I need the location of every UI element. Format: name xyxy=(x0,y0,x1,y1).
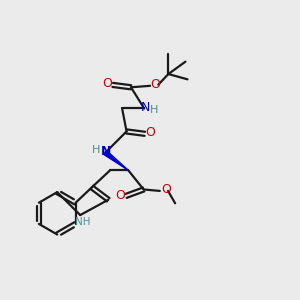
Text: N: N xyxy=(101,145,111,158)
Polygon shape xyxy=(104,151,128,170)
Text: O: O xyxy=(103,77,112,90)
Text: H: H xyxy=(92,145,101,155)
Text: O: O xyxy=(145,126,155,139)
Text: O: O xyxy=(151,78,160,91)
Text: O: O xyxy=(161,183,171,196)
Text: NH: NH xyxy=(75,217,90,226)
Text: N: N xyxy=(141,101,150,114)
Text: H: H xyxy=(149,105,158,115)
Text: O: O xyxy=(116,189,126,203)
